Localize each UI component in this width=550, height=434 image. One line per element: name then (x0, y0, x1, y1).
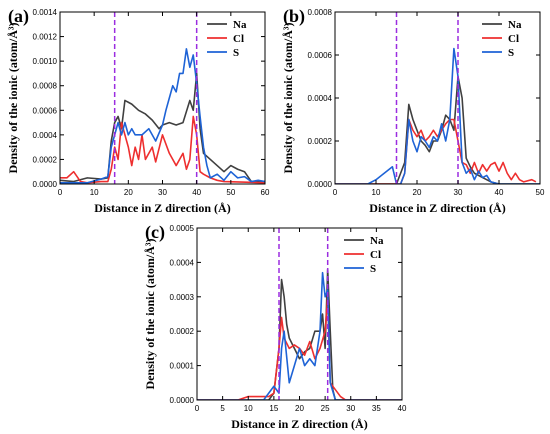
y-axis-title-b: Density of the ionic (atom/Å³) (281, 23, 295, 174)
series-group-c (197, 268, 402, 400)
series-line-na-c (197, 268, 402, 400)
x-tick-label-a-4: 40 (192, 188, 201, 197)
x-tick-label-a-0: 0 (58, 188, 63, 197)
x-tick-label-c-3: 15 (269, 404, 278, 413)
y-tick-label-a-7: 0.0014 (33, 8, 58, 17)
x-tick-label-c-5: 25 (321, 404, 330, 413)
series-line-s-c (197, 271, 402, 400)
x-tick-label-c-7: 35 (372, 404, 381, 413)
y-axis-title-a: Density of the ionic (atom/Å³) (6, 23, 20, 174)
legend-label-cl-c: Cl (370, 249, 381, 261)
panel-label-a: (a) (8, 6, 29, 27)
x-tick-label-b-5: 50 (536, 188, 545, 197)
legend-label-s-b: S (508, 47, 514, 59)
x-tick-label-b-2: 20 (413, 188, 422, 197)
x-tick-label-c-1: 5 (220, 404, 225, 413)
x-tick-label-c-0: 0 (195, 404, 200, 413)
y-tick-label-b-3: 0.0006 (308, 51, 333, 60)
x-tick-label-a-3: 30 (158, 188, 167, 197)
x-axis-title-a: Distance in Z direction (Å) (94, 201, 230, 215)
y-tick-label-b-0: 0.0000 (308, 180, 333, 189)
series-line-na-a (60, 72, 265, 183)
y-tick-label-c-1: 0.0001 (170, 362, 195, 371)
chart-panel-c: (c) 0 5 10 15 20 25 30 35 40 0.0000 0.0001 0.0002 0.0… (143, 222, 407, 431)
series-group-a (60, 48, 265, 184)
y-tick-label-c-5: 0.0005 (170, 224, 195, 233)
x-tick-label-b-4: 40 (495, 188, 504, 197)
y-tick-label-a-3: 0.0006 (33, 106, 58, 115)
series-line-s-a (60, 48, 265, 184)
x-tick-label-c-8: 40 (398, 404, 407, 413)
series-line-s-b (335, 47, 540, 184)
y-tick-label-b-1: 0.0002 (308, 137, 333, 146)
y-tick-label-a-4: 0.0008 (33, 82, 58, 91)
x-axis-title-b: Distance in Z direction (Å) (369, 201, 505, 215)
chart-panel-a: (a) 0 10 20 30 40 50 60 0.0000 0.0002 0.0004 0.0006… (6, 6, 270, 215)
y-tick-label-a-6: 0.0012 (33, 33, 58, 42)
legend-label-na-a: Na (233, 19, 247, 31)
legend-label-na-b: Na (508, 19, 522, 31)
x-tick-label-a-2: 20 (124, 188, 133, 197)
legend-label-s-a: S (233, 47, 239, 59)
y-tick-label-a-2: 0.0004 (33, 131, 58, 140)
x-axis-title-c: Distance in Z direction (Å) (231, 417, 367, 431)
x-tick-label-a-1: 10 (90, 188, 99, 197)
x-tick-label-c-2: 10 (244, 404, 253, 413)
legend-label-na-c: Na (370, 235, 384, 247)
y-tick-label-b-4: 0.0008 (308, 8, 333, 17)
y-tick-label-c-2: 0.0002 (170, 327, 195, 336)
y-tick-label-c-0: 0.0000 (170, 396, 195, 405)
chart-panel-b: (b) 0 10 20 30 40 50 0.0000 0.0002 0.0004 0.0006 0.… (281, 6, 545, 215)
x-tick-label-a-5: 50 (226, 188, 235, 197)
x-tick-label-b-1: 10 (372, 188, 381, 197)
x-tick-label-b-3: 30 (454, 188, 463, 197)
y-tick-label-c-4: 0.0004 (170, 258, 195, 267)
y-tick-label-c-3: 0.0003 (170, 293, 195, 302)
y-tick-label-a-0: 0.0000 (33, 180, 58, 189)
legend-label-cl-b: Cl (508, 33, 519, 45)
legend-label-cl-a: Cl (233, 33, 244, 45)
panel-label-c: (c) (145, 222, 165, 243)
y-tick-label-a-5: 0.0010 (33, 57, 58, 66)
x-tick-label-c-4: 20 (295, 404, 304, 413)
y-axis-title-c: Density of the ionic (atom/Å³) (143, 239, 157, 390)
y-tick-label-b-2: 0.0004 (308, 94, 333, 103)
x-tick-label-c-6: 30 (346, 404, 355, 413)
y-tick-label-a-1: 0.0002 (33, 155, 58, 164)
x-tick-label-b-0: 0 (333, 188, 338, 197)
legend-label-s-c: S (370, 263, 376, 275)
series-line-cl-a (60, 115, 265, 184)
x-tick-label-a-6: 60 (261, 188, 270, 197)
panel-label-b: (b) (283, 6, 305, 27)
series-group-b (335, 47, 540, 184)
